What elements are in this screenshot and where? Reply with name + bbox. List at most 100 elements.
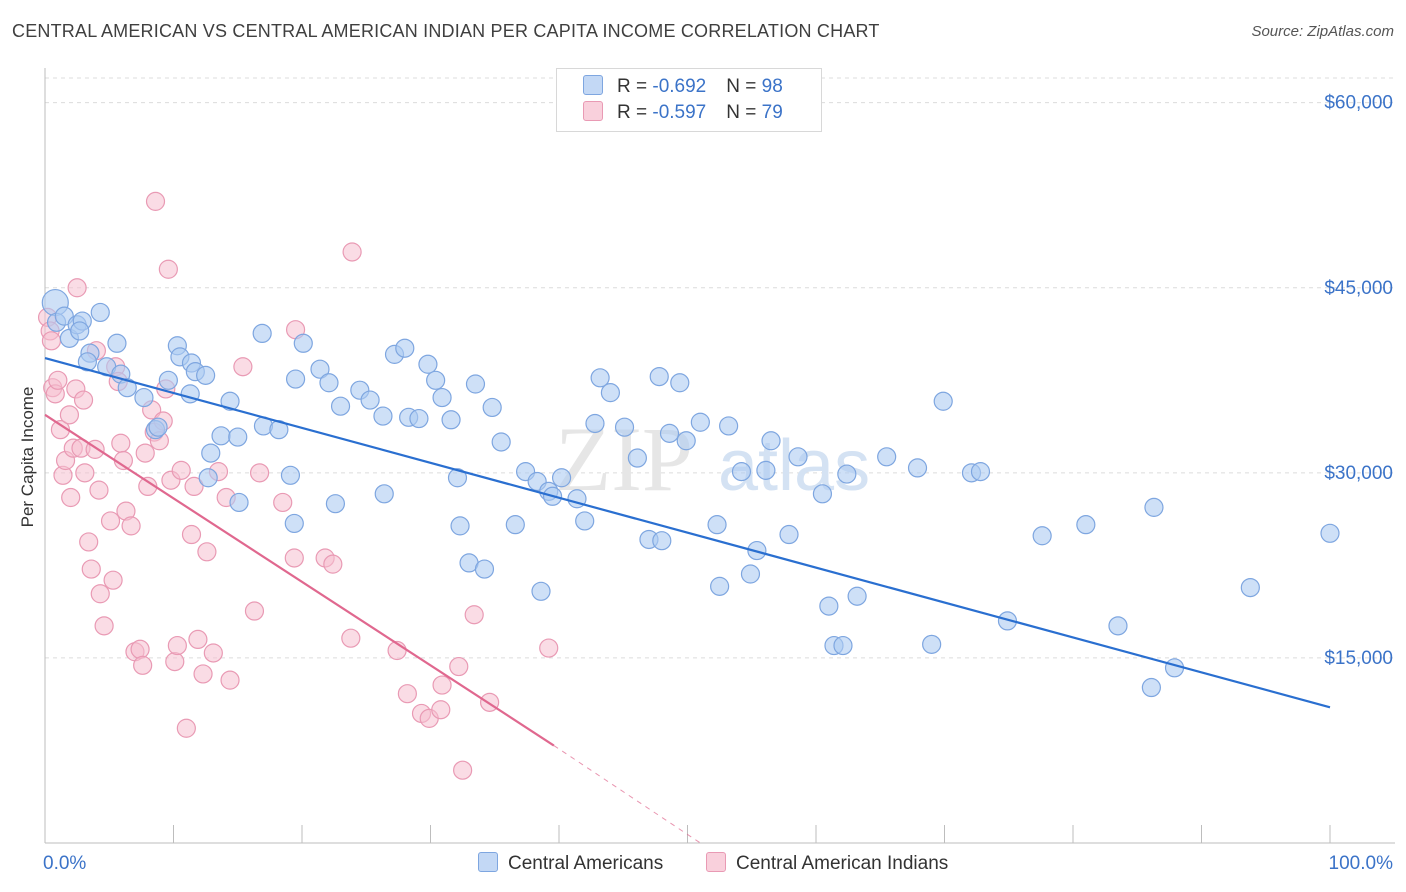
data-point-central-american-indians [176, 718, 196, 738]
data-point-central-american-indians [249, 463, 270, 483]
data-point-central-american-indians [181, 524, 202, 545]
data-point-central-american-indians [75, 463, 95, 483]
data-point-central-americans [134, 387, 154, 408]
data-point-central-americans [505, 515, 525, 535]
data-point-central-american-indians [464, 605, 484, 625]
data-point-central-americans [374, 484, 394, 504]
data-point-central-americans [670, 373, 690, 393]
data-point-central-americans [1320, 523, 1340, 543]
data-point-central-american-indians [79, 532, 99, 552]
data-point-central-americans [447, 468, 468, 488]
legend-n-value: 79 [761, 102, 783, 123]
data-point-central-american-indians [323, 554, 343, 574]
data-point-central-americans [812, 484, 833, 504]
data-point-central-americans [426, 370, 446, 390]
legend-swatch-pink [583, 101, 603, 121]
legend-r-value: -0.692 [652, 76, 707, 97]
data-point-central-americans [837, 464, 857, 484]
data-point-central-american-indians [59, 405, 80, 425]
data-point-central-americans [590, 368, 610, 388]
data-point-central-americans [228, 427, 248, 447]
bottom-legend-label: Central Americans [508, 853, 664, 874]
data-point-central-americans [465, 374, 486, 394]
data-point-central-american-indians [233, 357, 253, 377]
legend-swatch-blue [583, 75, 603, 95]
y-tick-label: $15,000 [1324, 648, 1393, 669]
legend-r-label: R = [617, 76, 653, 97]
data-point-central-americans [719, 416, 739, 436]
data-point-central-americans [284, 513, 304, 534]
data-point-central-american-indians [453, 760, 473, 780]
source-note: Source: ZipAtlas.com [1251, 23, 1394, 40]
bottom-legend-central-americans: Central Americans [478, 852, 663, 875]
data-point-central-american-indians [145, 191, 166, 211]
data-point-central-americans [360, 390, 380, 410]
data-point-central-american-indians [41, 331, 62, 351]
data-point-central-americans [432, 387, 452, 408]
data-point-central-americans [148, 417, 168, 437]
data-point-central-americans [659, 423, 680, 443]
data-point-central-american-indians [100, 511, 121, 531]
data-point-central-american-indians [81, 559, 101, 579]
data-point-central-americans [229, 492, 249, 513]
data-point-central-american-indians [397, 684, 417, 704]
data-point-central-americans [325, 494, 346, 514]
data-point-central-americans [293, 333, 313, 353]
data-point-central-americans [211, 426, 231, 446]
tick-labels: $15,000 $30,000 $45,000 $60,000 0.0% 100.0% [43, 93, 1393, 874]
data-point-central-american-indians [165, 652, 185, 672]
data-point-central-americans [491, 432, 511, 452]
data-point-central-americans [441, 410, 461, 430]
data-point-central-americans [280, 465, 301, 485]
data-point-central-americans [907, 458, 928, 478]
data-point-central-american-indians [449, 656, 469, 677]
data-point-central-americans [330, 396, 351, 416]
data-point-central-americans [77, 352, 98, 372]
data-point-central-americans [731, 462, 752, 482]
data-point-central-american-indians [89, 480, 109, 500]
data-point-central-americans [649, 366, 669, 387]
data-point-central-americans [373, 406, 393, 426]
data-point-central-americans [585, 413, 605, 434]
data-point-central-american-indians [48, 370, 68, 390]
data-point-central-americans [600, 383, 621, 403]
data-point-central-americans [779, 524, 799, 545]
data-point-central-americans [997, 611, 1018, 631]
bottom-legend-label: Central American Indians [736, 853, 949, 874]
data-point-central-american-indians [342, 242, 362, 262]
data-point-central-americans [788, 447, 808, 467]
data-point-central-americans [409, 408, 429, 429]
y-tick-label: $45,000 [1324, 278, 1393, 299]
trend-lines [44, 357, 1331, 844]
data-point-central-american-indians [284, 548, 304, 568]
bottom-legend-swatch-pink [706, 852, 726, 872]
data-point-central-americans [90, 302, 110, 323]
data-point-central-americans [551, 468, 572, 488]
data-point-central-americans [1032, 526, 1052, 546]
data-point-central-americans [1108, 616, 1128, 636]
data-point-central-americans [1076, 515, 1096, 535]
data-point-central-american-indians [111, 433, 131, 453]
legend-r-value: -0.597 [652, 102, 707, 123]
data-point-central-americans [652, 531, 672, 551]
data-point-central-american-indians [341, 628, 361, 648]
data-point-central-americans [761, 431, 781, 451]
x-tick-label: 100.0% [1329, 853, 1394, 874]
data-point-central-american-indians [90, 584, 110, 604]
data-point-central-american-indians [158, 259, 178, 279]
data-point-central-americans [690, 412, 710, 432]
data-point-central-american-indians [103, 570, 123, 590]
legend-row-central-american-indians: R = -0.597 N = 79 [583, 101, 783, 127]
chart-title: CENTRAL AMERICAN VS CENTRAL AMERICAN IND… [12, 21, 880, 41]
data-point-central-american-indians [432, 675, 452, 695]
trend-line-central-americans [44, 357, 1331, 709]
data-point-central-americans [877, 447, 897, 467]
data-point-central-americans [474, 559, 495, 579]
data-point-central-americans [310, 359, 330, 379]
legend-n-label: N = [726, 102, 762, 123]
axes [44, 68, 1395, 844]
data-point-central-americans [196, 365, 216, 385]
bottom-legend-swatch-blue [478, 852, 498, 872]
data-point-central-american-indians [135, 443, 155, 463]
